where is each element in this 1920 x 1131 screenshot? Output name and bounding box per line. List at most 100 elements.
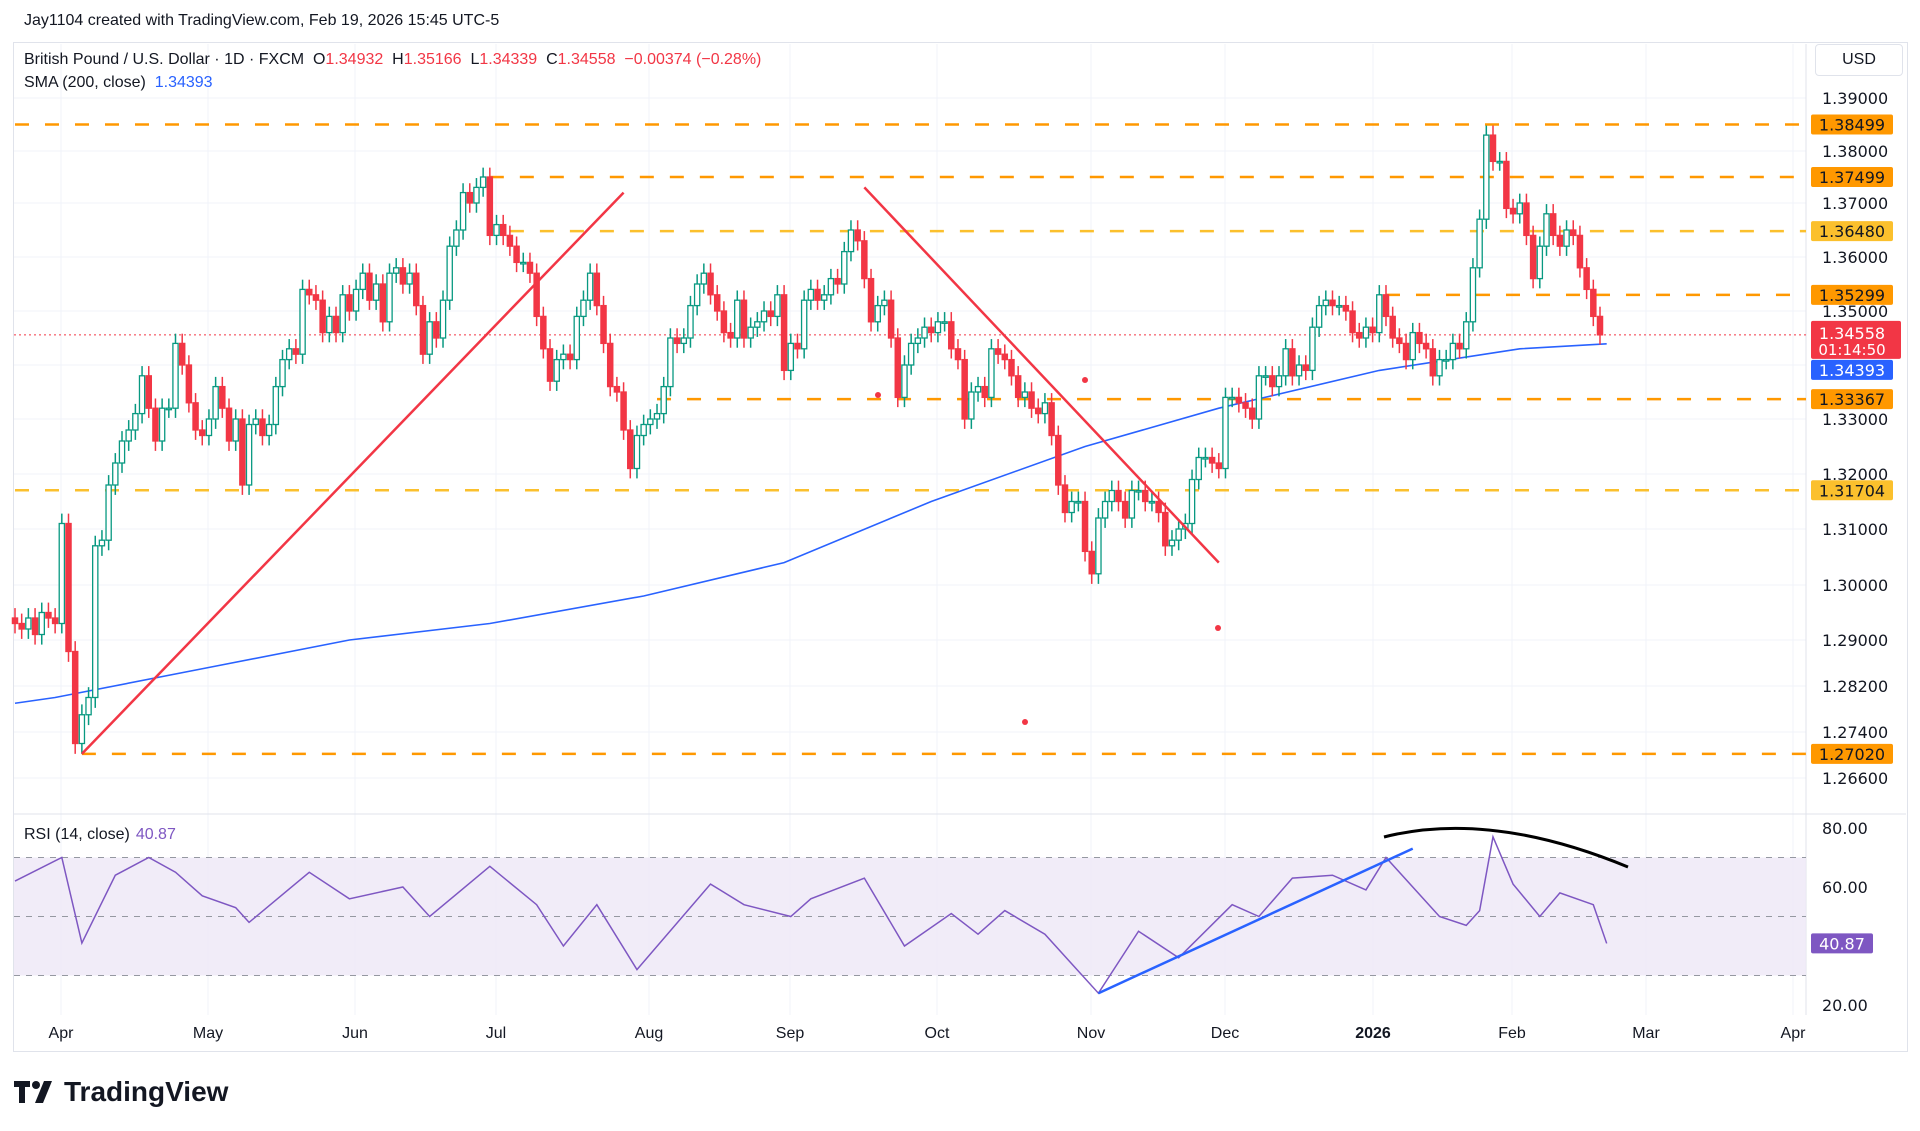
candle-body [1135, 489, 1142, 493]
candle-body [961, 358, 968, 420]
candle [306, 279, 313, 305]
candle [1168, 530, 1176, 556]
candle-body [513, 245, 520, 264]
candle [312, 285, 320, 310]
candle-body [794, 342, 801, 350]
candle [239, 409, 246, 495]
candle-body [252, 418, 260, 426]
candle [1061, 475, 1069, 523]
level-price-label [1811, 221, 1893, 242]
candle-body [1262, 375, 1269, 378]
candle-body [934, 321, 942, 334]
candle [1269, 366, 1276, 397]
candle-body [292, 348, 300, 355]
candle [1255, 366, 1263, 429]
candle [319, 290, 326, 343]
candle [827, 268, 835, 305]
candle-body [1048, 402, 1055, 437]
level-price-text: 1.37499 [1819, 168, 1885, 187]
candle [1289, 339, 1296, 386]
candle [760, 301, 768, 332]
candle [1369, 317, 1376, 343]
candle [620, 382, 627, 440]
candle [1509, 198, 1517, 224]
candle [426, 312, 433, 364]
candle-body [473, 186, 480, 204]
tradingview-logo-icon [14, 1081, 52, 1103]
candle [165, 398, 173, 418]
candle-body [1282, 348, 1289, 377]
candle [1529, 225, 1537, 289]
candle-body [600, 304, 607, 345]
candle-body [1543, 213, 1550, 247]
trendline [863, 186, 1220, 564]
sma-label[interactable]: SMA (200, close) [24, 74, 146, 91]
candle-body [379, 283, 387, 323]
candle-body [854, 229, 861, 242]
candle [1075, 491, 1082, 512]
candle-body [138, 375, 146, 415]
candle-body [586, 272, 594, 301]
level-price-label [1811, 284, 1893, 305]
candle-body [439, 299, 447, 339]
level-price-label [1811, 114, 1893, 135]
candle-body [1556, 234, 1564, 247]
candle [814, 279, 821, 310]
tradingview-logo[interactable]: TradingView [14, 1076, 228, 1108]
currency-button[interactable]: USD [1815, 44, 1903, 76]
candle-body [546, 348, 554, 382]
candle [673, 328, 681, 354]
candle [199, 420, 206, 446]
candle-body [713, 294, 721, 312]
last-price-text: 1.34558 [1819, 324, 1885, 343]
candle [1590, 279, 1597, 327]
candle [1543, 204, 1550, 256]
candle [1469, 258, 1477, 332]
candle-body [573, 315, 581, 361]
candle [606, 333, 614, 397]
candle [1342, 295, 1350, 321]
candle [1001, 344, 1009, 370]
candle-body [1088, 550, 1095, 575]
candle-body [205, 418, 213, 437]
level-price-label [1811, 480, 1893, 501]
symbol-title[interactable]: British Pound / U.S. Dollar · 1D · FXCM [24, 51, 305, 68]
candle-body [867, 277, 875, 323]
candle-body [647, 418, 654, 426]
candle-body [1001, 353, 1009, 361]
time-tick: Jul [486, 1025, 506, 1042]
candle [660, 376, 667, 424]
candle-body [633, 434, 641, 470]
candle-body [767, 310, 774, 318]
rsi-label[interactable]: RSI (14, close) [24, 826, 130, 843]
rsi-last-badge [1811, 933, 1873, 954]
candle-body [827, 277, 835, 296]
candle [667, 328, 674, 397]
candle [406, 263, 413, 294]
candle [299, 279, 306, 364]
candle-body [1289, 348, 1296, 377]
candle-body [1168, 539, 1176, 547]
candle [25, 608, 32, 639]
candle-body [988, 348, 995, 399]
candle [453, 220, 460, 256]
candle-body [1155, 500, 1162, 514]
candle [693, 274, 701, 316]
candle-body [1095, 517, 1102, 575]
rsi-legend: RSI (14, close) 40.87 [24, 826, 176, 844]
candle [379, 274, 387, 332]
candle-body [606, 342, 614, 388]
candle [1309, 317, 1316, 381]
candle-body [1529, 234, 1537, 280]
candle [1121, 491, 1129, 528]
candle-body [299, 288, 306, 355]
candle [446, 236, 453, 310]
candle [1108, 480, 1116, 512]
candle-body [1429, 348, 1437, 377]
candle [1148, 491, 1156, 512]
candle-body [653, 412, 661, 420]
candle-body [31, 617, 39, 636]
candle [787, 333, 795, 381]
candle-body [894, 337, 902, 399]
